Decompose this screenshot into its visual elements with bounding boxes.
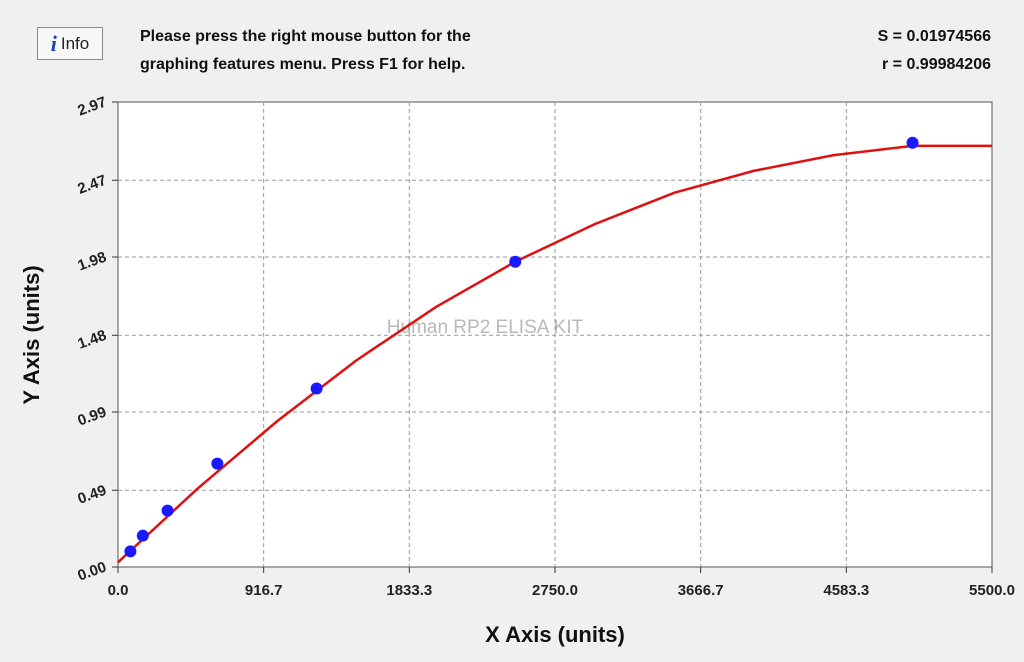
data-point [211,457,224,470]
data-point [906,136,919,149]
x-tick-label: 1833.3 [386,582,432,599]
fit-curve [117,144,992,564]
x-tick-label: 4583.3 [823,582,869,599]
info-icon: i [50,30,57,56]
y-tick-label: 0.00 [75,559,108,585]
y-axis-label: Y Axis (units) [19,265,44,404]
stat-s: S = 0.01974566 [878,28,992,45]
data-point [124,545,137,558]
info-label: Info [60,33,90,53]
y-tick-label: 1.48 [75,327,108,353]
message-line: graphing features menu. Press F1 for hel… [140,56,465,73]
x-axis-label: X Axis (units) [485,622,625,647]
y-tick-label: 1.98 [75,249,108,275]
y-tick-label: 0.99 [75,404,108,430]
data-point [310,382,323,395]
message-line: Please press the right mouse button for … [140,28,471,45]
y-tick-label: 2.97 [75,94,108,120]
data-point [136,529,149,542]
data-point [161,504,174,517]
x-tick-label: 5500.0 [969,582,1015,599]
x-tick-label: 2750.0 [532,582,578,599]
data-point [509,255,522,268]
watermark: Human RP2 ELISA KIT [387,317,584,338]
x-tick-label: 3666.7 [678,582,724,599]
x-tick-label: 916.7 [245,582,283,599]
y-tick-label: 2.47 [75,172,108,198]
x-tick-label: 0.0 [108,582,129,599]
y-tick-label: 0.49 [75,482,108,508]
info-button[interactable]: i Info [37,27,103,60]
stat-r: r = 0.99984206 [882,56,991,73]
